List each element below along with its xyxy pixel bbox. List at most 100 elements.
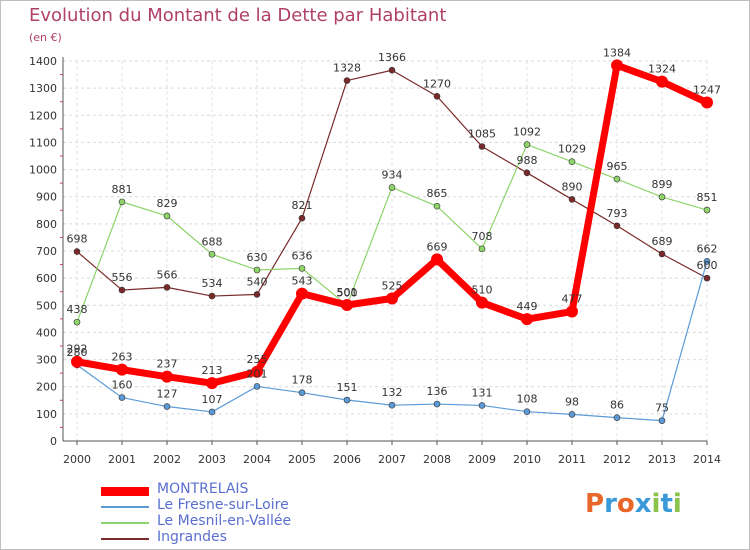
y-tick-label: 1300: [29, 82, 57, 95]
point-le-mesnil-en-vallee: [298, 265, 306, 272]
data-label-le-mesnil-en-vallee: 636: [292, 249, 313, 262]
point-le-mesnil-en-vallee: [433, 202, 441, 210]
point-ingrandes: [613, 222, 621, 230]
grid: [63, 60, 708, 442]
data-label-ingrandes: 540: [247, 275, 268, 288]
data-label-le-fresne-sur-loire: 160: [112, 379, 133, 392]
point-le-fresne-sur-loire: [658, 417, 666, 424]
x-tick-label: 2010: [513, 453, 541, 466]
y-tick-label: 1200: [29, 109, 57, 122]
point-le-fresne-sur-loire: [703, 258, 711, 265]
point-montrelais: [296, 287, 308, 300]
point-montrelais: [566, 305, 578, 318]
data-label-le-fresne-sur-loire: 86: [610, 399, 624, 412]
point-ingrandes: [208, 292, 216, 300]
x-tick-label: 2009: [468, 453, 496, 466]
data-label-le-fresne-sur-loire: 280: [67, 346, 88, 359]
point-le-fresne-sur-loire: [613, 414, 621, 421]
data-label-le-mesnil-en-vallee: 851: [697, 191, 718, 204]
data-label-ingrandes: 1270: [423, 77, 451, 90]
y-tick-label: 400: [36, 326, 57, 339]
legend-swatch: [101, 538, 149, 540]
x-tick-label: 2013: [648, 453, 676, 466]
point-ingrandes: [703, 274, 711, 282]
data-label-le-fresne-sur-loire: 131: [472, 386, 493, 399]
data-label-le-fresne-sur-loire: 108: [517, 393, 538, 406]
data-label-ingrandes: 821: [292, 199, 313, 212]
data-label-montrelais: 449: [517, 300, 538, 313]
chart-unit-label: (en €): [29, 31, 62, 44]
chart-title: Evolution du Montant de la Dette par Hab…: [29, 5, 447, 26]
data-label-ingrandes: 1366: [378, 51, 406, 64]
point-montrelais: [206, 377, 218, 390]
point-ingrandes: [118, 286, 126, 294]
x-tick-label: 2011: [558, 453, 586, 466]
data-label-ingrandes: 698: [67, 233, 88, 246]
y-tick-label: 300: [36, 354, 57, 367]
data-label-le-fresne-sur-loire: 201: [247, 367, 268, 380]
data-label-le-mesnil-en-vallee: 965: [607, 160, 628, 173]
point-montrelais: [161, 370, 173, 383]
logo-letter: i: [651, 489, 661, 519]
data-label-le-fresne-sur-loire: 136: [427, 385, 448, 398]
data-label-le-fresne-sur-loire: 107: [202, 393, 223, 406]
data-label-montrelais: 263: [112, 351, 133, 364]
legend-label: Ingrandes: [157, 529, 227, 545]
logo-letter: r: [604, 489, 617, 519]
data-label-montrelais: 1324: [648, 63, 676, 76]
y-tick-label: 100: [36, 408, 57, 421]
x-tick-label: 2004: [243, 453, 271, 466]
series-lines: [71, 59, 713, 424]
data-label-le-mesnil-en-vallee: 630: [247, 251, 268, 264]
point-montrelais: [656, 75, 668, 88]
point-montrelais: [116, 363, 128, 376]
data-label-ingrandes: 988: [517, 154, 538, 167]
data-label-montrelais: 501: [337, 286, 358, 299]
point-ingrandes: [343, 77, 351, 84]
data-label-montrelais: 477: [562, 293, 583, 306]
point-le-fresne-sur-loire: [343, 396, 351, 404]
y-tick-label: 600: [36, 272, 57, 285]
data-label-ingrandes: 793: [607, 207, 628, 220]
point-montrelais: [476, 296, 488, 309]
point-le-fresne-sur-loire: [163, 403, 171, 410]
point-ingrandes: [658, 250, 666, 258]
legend-swatch: [101, 506, 149, 508]
data-label-montrelais: 1384: [603, 46, 631, 59]
point-le-fresne-sur-loire: [388, 401, 396, 409]
data-label-le-fresne-sur-loire: 127: [157, 388, 178, 401]
data-label-le-mesnil-en-vallee: 708: [472, 230, 493, 243]
data-label-le-fresne-sur-loire: 178: [292, 374, 313, 387]
y-tick-label: 700: [36, 245, 57, 258]
point-le-mesnil-en-vallee: [703, 206, 711, 214]
point-montrelais: [71, 355, 83, 368]
x-tick-label: 2005: [288, 453, 316, 466]
data-label-le-mesnil-en-vallee: 829: [157, 197, 178, 210]
point-ingrandes: [163, 284, 171, 291]
data-label-montrelais: 237: [157, 358, 178, 371]
point-le-mesnil-en-vallee: [253, 266, 261, 274]
point-ingrandes: [568, 196, 576, 203]
x-tick-label: 2014: [693, 453, 721, 466]
data-label-le-mesnil-en-vallee: 934: [382, 168, 403, 181]
legend-label: Le Fresne-sur-Loire: [157, 497, 289, 513]
legend-swatch: [101, 487, 149, 496]
x-tick-label: 2007: [378, 453, 406, 466]
data-label-montrelais: 525: [382, 280, 403, 293]
point-ingrandes: [388, 66, 396, 74]
point-le-mesnil-en-vallee: [208, 250, 216, 258]
data-label-ingrandes: 556: [112, 271, 133, 284]
axes: 0 100 200 300 400 500 600 700 800 900 1000 1100 1200…: [29, 55, 721, 466]
point-ingrandes: [253, 291, 261, 298]
point-le-fresne-sur-loire: [478, 402, 486, 409]
data-label-montrelais: 213: [202, 364, 223, 377]
logo-letter: x: [634, 489, 652, 519]
data-label-montrelais: 669: [427, 240, 448, 253]
point-le-mesnil-en-vallee: [523, 141, 531, 148]
point-ingrandes: [478, 143, 486, 150]
data-label-le-fresne-sur-loire: 75: [655, 402, 669, 415]
data-label-le-mesnil-en-vallee: 881: [112, 183, 133, 196]
point-le-fresne-sur-loire: [208, 408, 216, 416]
